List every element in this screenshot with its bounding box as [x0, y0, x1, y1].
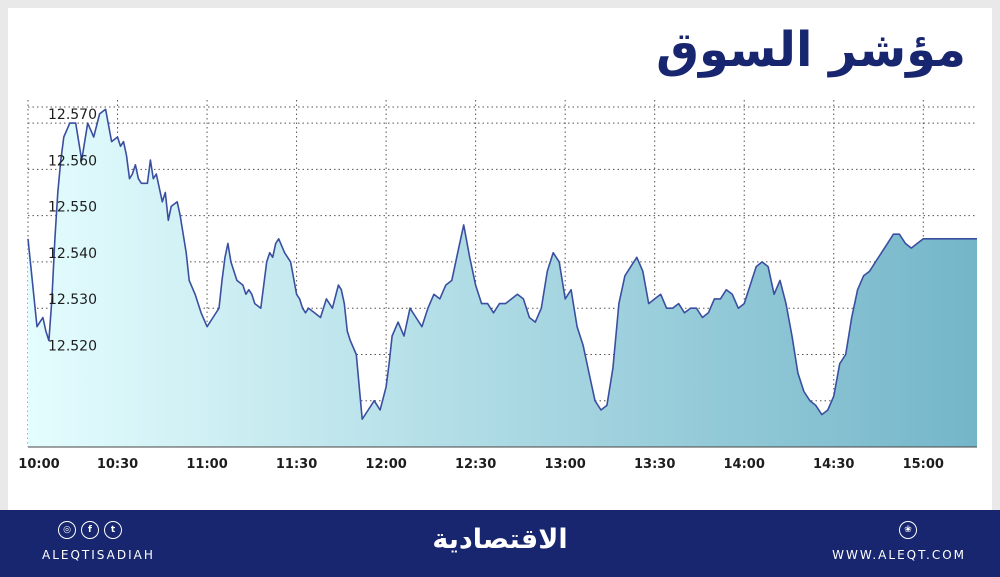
x-tick-label: 13:00 — [544, 457, 585, 472]
y-tick-label: 12.540 — [48, 246, 97, 262]
y-tick-label: 12.530 — [48, 292, 97, 308]
x-tick-label: 12:00 — [365, 457, 406, 472]
x-tick-label: 12:30 — [455, 457, 496, 472]
y-tick-label: 12.560 — [48, 153, 97, 169]
x-tick-label: 11:30 — [276, 457, 317, 472]
x-tick-label: 13:30 — [634, 457, 675, 472]
area-fill — [28, 109, 977, 448]
x-tick-label: 14:30 — [813, 457, 854, 472]
y-axis: 12.520 12.530 12.540 12.550 12.560 12.570 — [48, 107, 97, 354]
instagram-icon[interactable]: ◎ — [58, 521, 76, 539]
website-icon: ❀ — [899, 521, 917, 539]
twitter-icon[interactable]: t — [104, 521, 122, 539]
y-tick-label: 12.570 — [48, 107, 97, 123]
market-index-chart: 12.520 12.530 12.540 12.550 12.560 12.570 10:… — [18, 100, 977, 472]
x-tick-label: 15:00 — [903, 457, 944, 472]
website-link[interactable]: WWW.ALEQT.COM — [832, 548, 966, 562]
index-line — [27, 108, 977, 420]
facebook-icon[interactable]: f — [81, 521, 99, 539]
footer-bar: ◎ f t ALEQTISADIAH الاقتصادية ❀ WWW.ALEQ… — [0, 510, 1000, 577]
x-tick-label: 14:00 — [724, 457, 765, 472]
x-axis: 10:00 10:30 11:00 11:30 12:00 12:30 13:00 13:30… — [18, 457, 944, 472]
x-tick-label: 10:00 — [18, 457, 59, 472]
chart-title: مؤشر السوق — [656, 22, 966, 78]
x-tick-label: 10:30 — [97, 457, 138, 472]
brand-logo-text: الاقتصادية — [432, 524, 568, 555]
y-tick-label: 12.550 — [48, 200, 97, 216]
social-handle[interactable]: ALEQTISADIAH — [42, 548, 155, 562]
social-icons: ◎ f t — [58, 521, 122, 539]
x-tick-label: 11:00 — [186, 457, 227, 472]
y-tick-label: 12.520 — [48, 338, 97, 354]
